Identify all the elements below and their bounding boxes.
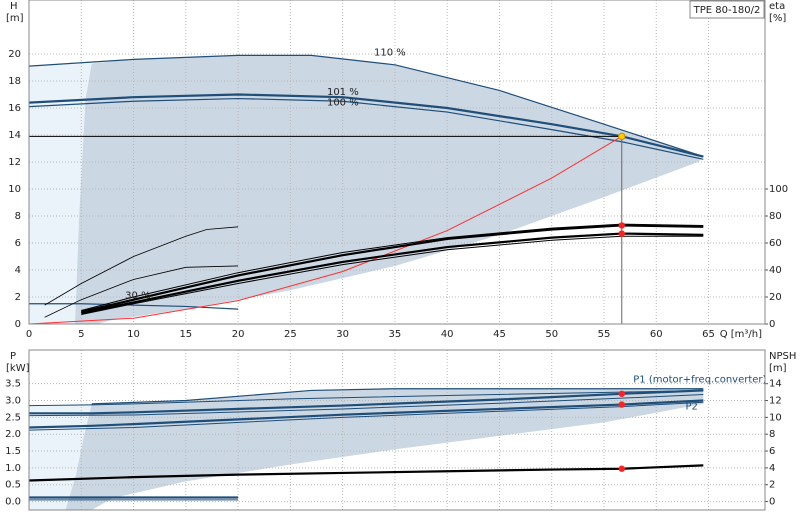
plot-frame (28, 0, 766, 325)
y-tick-label: 10 (8, 184, 21, 195)
duty-point (618, 230, 625, 237)
curve-label: 30 % (125, 291, 150, 302)
title-box (689, 0, 765, 19)
y-axis-label: P (10, 351, 16, 362)
curve (44, 265, 239, 318)
curve (81, 235, 704, 316)
y-tick-label: 14 (8, 130, 21, 141)
x-tick-label: 0 (26, 329, 32, 340)
curve (28, 464, 704, 482)
x-tick-label: 60 (650, 329, 663, 340)
curve-label: 100 % (327, 98, 359, 109)
y2-tick-label: 8 (769, 429, 775, 440)
chart-title: TPE 80-180/2 (693, 5, 761, 16)
curve (81, 232, 704, 315)
y-tick-label: 0.5 (5, 480, 21, 491)
curve (81, 224, 704, 313)
y-tick-label: 1.0 (5, 463, 21, 474)
x-axis-label: Q [m³/h] (720, 329, 762, 340)
y2-tick-label: 4 (769, 463, 775, 474)
curve (28, 135, 623, 325)
curve-label: 101 % (327, 87, 359, 98)
x-tick-label: 5 (78, 329, 84, 340)
curve-label: P1 (motor+freq.converter) (633, 375, 766, 386)
x-tick-label: 55 (598, 329, 611, 340)
y-axis-unit: [kW] (6, 363, 30, 374)
y-tick-label: 2.5 (5, 412, 21, 423)
y-tick-label: 2 (15, 292, 21, 303)
curve (44, 226, 239, 306)
y2-tick-label: 0 (769, 497, 775, 508)
y2-tick-label: 6 (769, 446, 775, 457)
duty-point (618, 132, 626, 141)
y-tick-label: 1.5 (5, 446, 21, 457)
y2-tick-label: 60 (769, 238, 782, 249)
x-tick-label: 65 (702, 329, 715, 340)
y2-tick-label: 12 (769, 396, 782, 407)
y-axis-unit: [m] (6, 13, 24, 24)
duty-point (618, 390, 625, 397)
y2-axis-label: eta (769, 1, 785, 12)
y-tick-label: 20 (8, 49, 21, 60)
curve (91, 388, 704, 405)
y2-tick-label: 80 (769, 211, 782, 222)
curve-label: 110 % (374, 48, 406, 59)
y2-tick-label: 100 (769, 184, 788, 195)
x-tick-label: 50 (545, 329, 558, 340)
curve (28, 393, 704, 417)
y2-tick-label: 0 (769, 319, 775, 330)
y-tick-label: 4 (15, 265, 21, 276)
y-tick-label: 16 (8, 103, 21, 114)
operating-area (29, 63, 92, 324)
operating-area (29, 403, 92, 510)
duty-point (618, 465, 625, 472)
y-tick-label: 0.0 (5, 497, 21, 508)
x-tick-label: 10 (127, 329, 140, 340)
curve (28, 97, 704, 160)
curve (81, 223, 704, 311)
duty-point (618, 401, 625, 408)
y2-tick-label: 14 (769, 379, 782, 390)
curve (28, 401, 704, 431)
y-tick-label: 8 (15, 211, 21, 222)
curve (28, 54, 704, 158)
y-tick-label: 18 (8, 76, 21, 87)
y2-tick-label: 10 (769, 412, 782, 423)
x-tick-label: 15 (179, 329, 192, 340)
y-tick-label: 3.0 (5, 396, 21, 407)
y2-tick-label: 20 (769, 292, 782, 303)
y2-axis-unit: [m] (769, 363, 787, 374)
x-tick-label: 40 (441, 329, 454, 340)
y-axis-label: H (10, 1, 18, 12)
y2-tick-label: 2 (769, 480, 775, 491)
x-tick-label: 30 (336, 329, 349, 340)
duty-point (618, 222, 625, 229)
curve-label: P2 (686, 402, 698, 413)
plot-frame (28, 349, 766, 511)
y-tick-label: 12 (8, 157, 21, 168)
y-tick-label: 2.0 (5, 429, 21, 440)
curve (28, 93, 704, 158)
x-tick-label: 35 (389, 329, 402, 340)
y-tick-label: 3.5 (5, 379, 21, 390)
y-tick-label: 0 (15, 319, 21, 330)
curve (29, 303, 239, 310)
y-tick-label: 6 (15, 238, 21, 249)
y2-tick-label: 40 (769, 265, 782, 276)
x-tick-label: 45 (493, 329, 506, 340)
x-tick-label: 20 (232, 329, 245, 340)
x-tick-label: 25 (284, 329, 297, 340)
y2-axis-label: NPSH (769, 351, 796, 362)
y2-axis-unit: [%] (769, 13, 786, 24)
